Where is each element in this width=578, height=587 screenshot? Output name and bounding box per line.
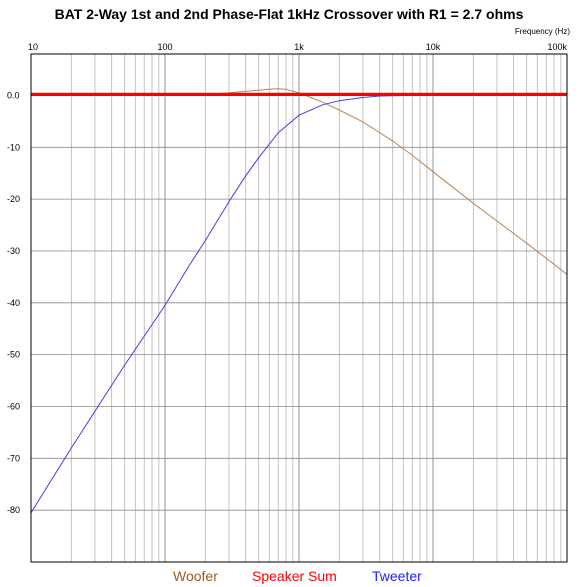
plot-frame — [30, 53, 568, 563]
series-line-woofer — [205, 88, 568, 275]
x-axis-label: Frequency (Hz) — [514, 27, 570, 36]
grid-layer — [30, 54, 567, 563]
y-tick-label: -20 — [7, 194, 20, 204]
y-tick-label: 0.0 — [7, 90, 20, 100]
y-tick-label: -70 — [7, 453, 20, 463]
legend-woofer: Woofer — [173, 568, 218, 584]
x-tick-label: 10k — [426, 42, 441, 52]
y-tick-label: -50 — [7, 350, 20, 360]
chart-title: BAT 2-Way 1st and 2nd Phase-Flat 1kHz Cr… — [54, 6, 524, 22]
x-tick-label: 100k — [547, 42, 567, 52]
legend-tweeter: Tweeter — [372, 568, 422, 584]
y-tick-label: -10 — [7, 142, 20, 152]
legend-speaker-sum: Speaker Sum — [252, 568, 337, 584]
x-tick-label: 10 — [28, 42, 38, 52]
series-layer — [30, 88, 568, 514]
y-tick-label: -40 — [7, 298, 20, 308]
x-tick-label: 1k — [294, 42, 304, 52]
x-tick-label: 100 — [157, 42, 172, 52]
y-tick-label: -60 — [7, 401, 20, 411]
tick-labels: 10 100 1k 10k 100k 0.0 -10 -20 -30 -40 -50 -60 -70 -8… — [7, 42, 567, 515]
y-tick-label: -80 — [7, 505, 20, 515]
series-line-tweeter — [30, 95, 404, 514]
y-tick-label: -30 — [7, 246, 20, 256]
